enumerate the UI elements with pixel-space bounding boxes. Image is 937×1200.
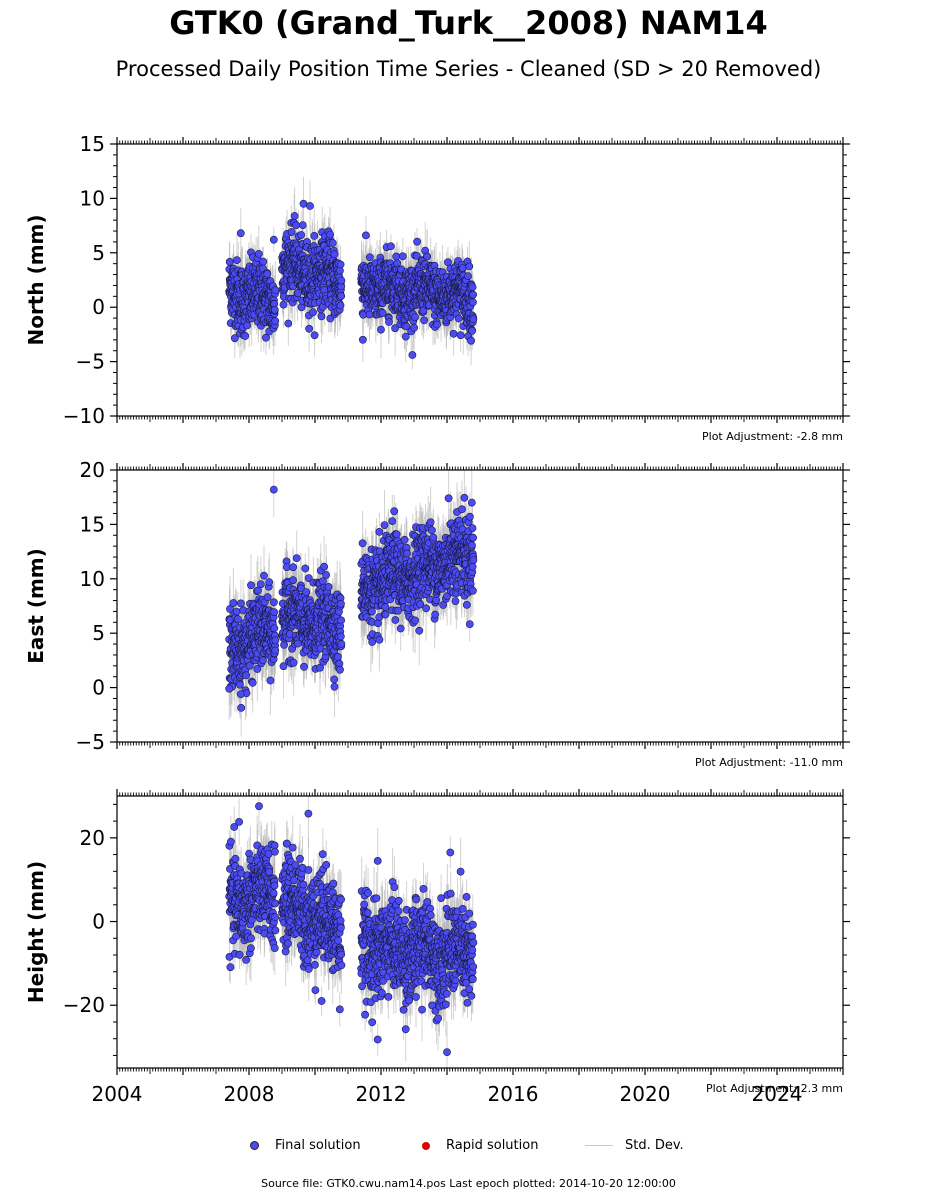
data-point: [297, 303, 306, 312]
data-point: [385, 318, 393, 326]
y-tick-label: −10: [63, 404, 105, 428]
data-point: [433, 320, 441, 329]
data-point: [317, 312, 326, 321]
data-point: [263, 269, 272, 278]
data-point: [456, 331, 465, 340]
data-point: [336, 301, 345, 310]
y-tick-label: 5: [92, 241, 105, 265]
chart-subtitle: Processed Daily Position Time Series - C…: [115, 57, 822, 81]
data-point: [411, 313, 419, 321]
data-point: [306, 202, 314, 210]
data-point: [279, 300, 288, 309]
data-point: [230, 334, 239, 343]
north-plot-adjustment: Plot Adjustment: -2.8 mm: [702, 430, 843, 443]
data-point: [468, 298, 477, 307]
data-point: [305, 324, 313, 333]
data-point: [290, 212, 299, 220]
data-point: [337, 276, 346, 285]
data-point: [469, 290, 477, 299]
data-point: [297, 231, 306, 239]
data-point: [328, 239, 337, 247]
data-point: [261, 333, 270, 342]
data-point: [330, 250, 339, 259]
data-point: [271, 317, 280, 325]
data-point: [254, 249, 263, 258]
data-point: [284, 319, 293, 328]
y-tick-label: −5: [76, 350, 105, 374]
data-point: [270, 305, 279, 314]
data-point: [386, 242, 395, 251]
data-point: [309, 308, 317, 317]
data-point: [241, 332, 250, 340]
y-tick-label: 10: [80, 186, 105, 210]
data-point: [392, 252, 401, 261]
data-point: [469, 315, 478, 324]
data-point: [292, 221, 300, 230]
data-point: [423, 252, 431, 261]
data-point: [420, 316, 428, 325]
y-tick-label: 15: [80, 132, 105, 156]
data-point: [454, 314, 463, 323]
data-point: [467, 336, 475, 345]
data-point: [391, 324, 399, 333]
data-point: [402, 322, 411, 331]
data-point: [464, 272, 472, 280]
data-point: [337, 292, 346, 300]
data-point: [299, 199, 308, 208]
data-point: [449, 329, 458, 338]
data-point: [310, 331, 319, 340]
data-point: [310, 231, 319, 240]
data-point: [326, 230, 334, 239]
data-point: [293, 289, 302, 298]
data-point: [361, 231, 370, 240]
north-ylabel: North (mm): [24, 214, 48, 345]
data-point: [287, 228, 296, 236]
data-point: [465, 262, 474, 271]
data-point: [269, 235, 278, 244]
north-axes-frame: [116, 143, 844, 417]
data-point: [412, 251, 421, 260]
north-data: [225, 176, 478, 370]
data-point: [410, 323, 418, 332]
data-point: [232, 256, 241, 264]
data-point: [298, 221, 307, 229]
data-point: [271, 286, 280, 294]
east-data: [225, 470, 478, 737]
data-point: [401, 332, 410, 341]
data-point: [243, 321, 251, 330]
data-point: [336, 260, 345, 269]
data-point: [468, 283, 477, 291]
panel-north: −10 −5 0 5 10 15 North (mm) Plot Adjustment: -2…: [24, 132, 850, 443]
data-point: [458, 264, 467, 272]
data-point: [365, 253, 374, 262]
y-tick-label: 0: [92, 295, 105, 319]
data-point: [398, 252, 407, 261]
data-point: [225, 257, 234, 266]
data-point: [378, 309, 387, 317]
data-point: [358, 335, 367, 344]
chart-title: GTK0 (Grand_Turk__2008) NAM14: [169, 4, 768, 42]
data-point: [236, 229, 245, 238]
data-point: [259, 257, 268, 266]
data-point: [377, 325, 385, 334]
data-point: [226, 605, 234, 613]
data-point: [468, 326, 477, 335]
data-point: [413, 237, 421, 246]
data-point: [408, 351, 417, 359]
